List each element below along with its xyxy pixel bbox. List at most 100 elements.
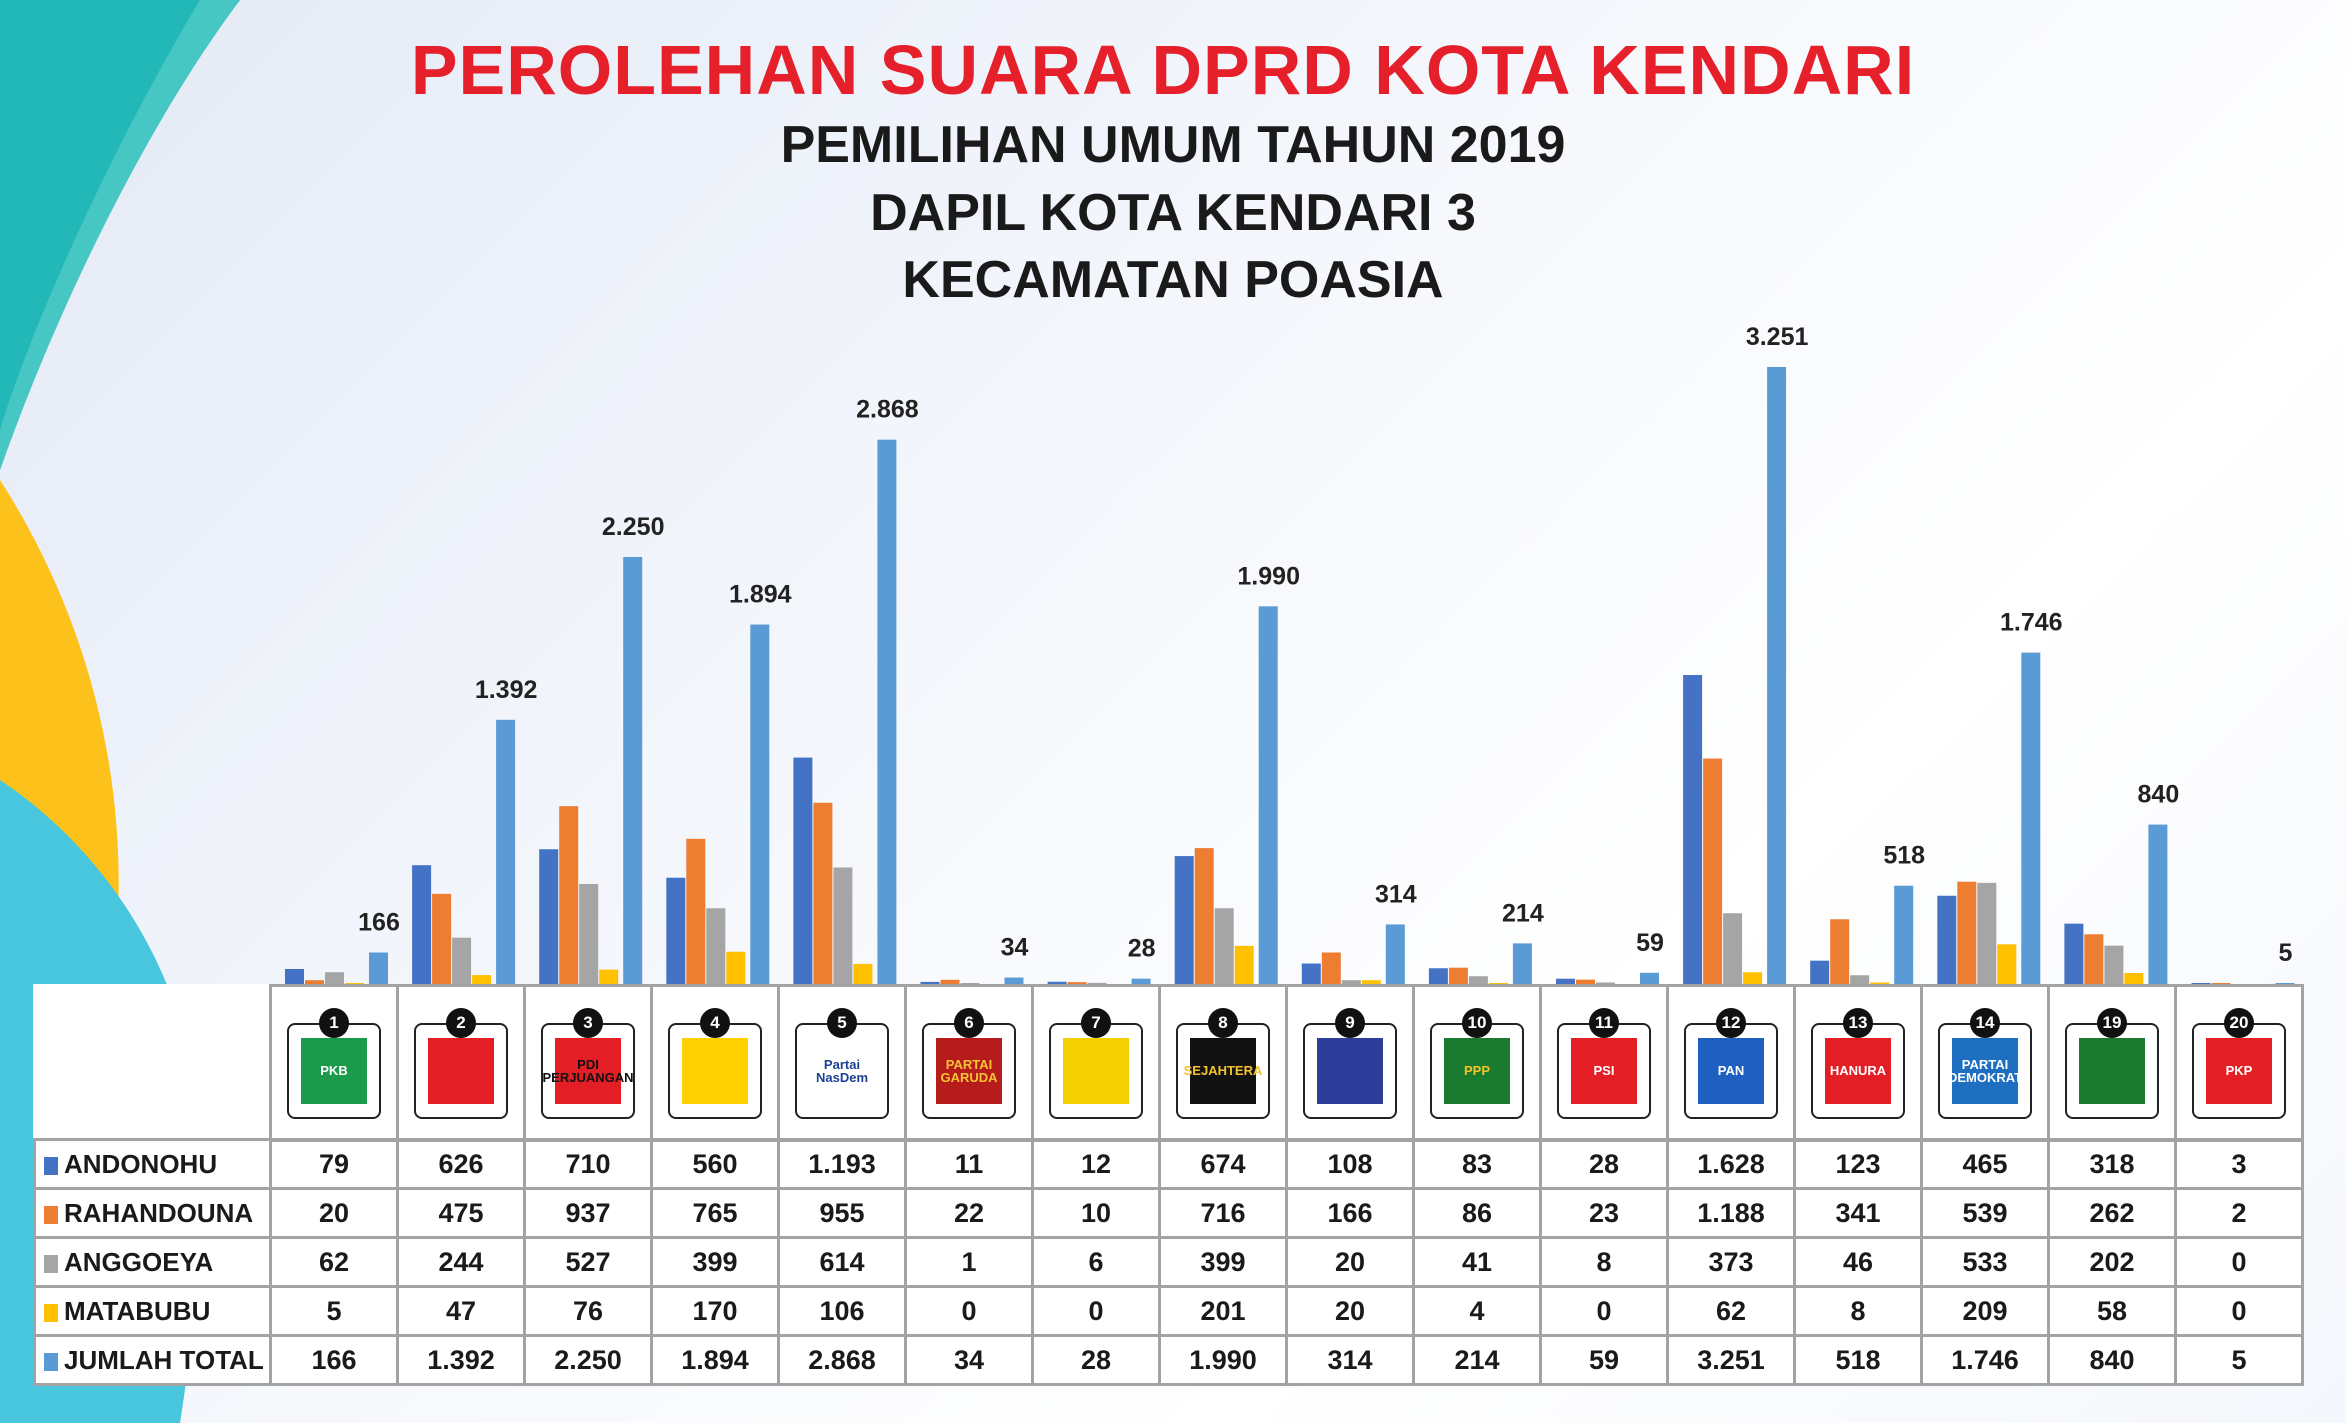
legend-swatch bbox=[44, 1303, 58, 1322]
party-card: 3 PDI PERJUANGAN bbox=[541, 1008, 635, 1120]
bar-jumlah-total bbox=[2021, 652, 2041, 984]
party-number: 11 bbox=[1589, 1008, 1619, 1039]
bar-jumlah-total bbox=[496, 719, 516, 984]
party-logo-text: Partai NasDem bbox=[815, 1056, 869, 1086]
total-data-label: 1.392 bbox=[475, 676, 538, 704]
value-cell: 533 bbox=[1920, 1236, 2050, 1288]
legend-swatch bbox=[44, 1205, 58, 1224]
value-cell: 262 bbox=[2047, 1187, 2177, 1239]
table-row: ANGGOEYA 62 244 527 399 614 1 6 399 20 41 8 373 46 533… bbox=[33, 1236, 2304, 1288]
bar-rahandouna bbox=[1448, 967, 1468, 984]
bar-anggoeya bbox=[1468, 976, 1488, 984]
value-cell: 0 bbox=[904, 1285, 1034, 1337]
bar-andonohu bbox=[1810, 960, 1830, 984]
value-cell: 527 bbox=[523, 1236, 653, 1288]
bar-anggoeya bbox=[1087, 982, 1107, 984]
value-cell: 373 bbox=[1666, 1236, 1796, 1288]
value-cell: 83 bbox=[1412, 1138, 1542, 1190]
bar-rahandouna bbox=[1576, 979, 1595, 984]
party-logo-cell: 3 PDI PERJUANGAN bbox=[523, 984, 653, 1142]
bar-matabubu bbox=[345, 983, 364, 984]
party-logo: PKB bbox=[301, 1038, 367, 1105]
party-logo: PARTAI DEMOKRAT bbox=[1948, 1038, 2022, 1105]
party-number: 10 bbox=[1462, 1008, 1492, 1039]
party-logo-cell: 13 HANURA bbox=[1793, 984, 1923, 1142]
teal-shape bbox=[0, 0, 240, 470]
bar-andonohu bbox=[2064, 923, 2084, 984]
bar-jumlah-total bbox=[1767, 367, 1787, 984]
party-card: 10 PPP bbox=[1430, 1008, 1524, 1120]
value-cell: 10 bbox=[1031, 1187, 1161, 1239]
value-cell: 79 bbox=[269, 1138, 399, 1190]
party-number: 6 bbox=[954, 1008, 984, 1039]
bar-andonohu bbox=[1047, 981, 1067, 984]
bar-rahandouna bbox=[559, 806, 579, 984]
series-name: RAHANDOUNA bbox=[64, 1197, 254, 1228]
logo-row: 1 PKB 2 3 PDI PERJUANGAN 4 5 Partai NasDem 6 PART… bbox=[34, 984, 2304, 1142]
value-cell: 86 bbox=[1412, 1187, 1542, 1239]
value-cell: 62 bbox=[1666, 1285, 1796, 1337]
value-cell: 47 bbox=[396, 1285, 526, 1337]
value-cell: 2.250 bbox=[523, 1334, 653, 1386]
party-logo: PSI bbox=[1571, 1038, 1637, 1105]
value-cell: 0 bbox=[1539, 1285, 1669, 1337]
party-logo: HANURA bbox=[1825, 1038, 1891, 1105]
bar-andonohu bbox=[285, 969, 304, 984]
value-cell: 560 bbox=[650, 1138, 780, 1190]
bar-anggoeya bbox=[1214, 908, 1234, 984]
value-cell: 318 bbox=[2047, 1138, 2177, 1190]
bar-jumlah-total bbox=[1004, 977, 1024, 984]
bar-anggoeya bbox=[452, 937, 472, 984]
party-logo-text: PKP bbox=[2225, 1063, 2253, 1079]
bar-rahandouna bbox=[940, 979, 960, 984]
bar-andonohu bbox=[2191, 983, 2211, 984]
bar-matabubu bbox=[1488, 983, 1508, 984]
party-logo-cell: 1 PKB bbox=[269, 984, 399, 1142]
value-cell: 1.894 bbox=[650, 1334, 780, 1386]
party-logo-text: PSI bbox=[1593, 1063, 1615, 1079]
value-cell: 5 bbox=[2174, 1334, 2304, 1386]
value-cell: 11 bbox=[904, 1138, 1034, 1190]
bar-rahandouna bbox=[2084, 934, 2104, 984]
value-cell: 0 bbox=[2174, 1236, 2304, 1288]
party-logo: PARTAI GARUDA bbox=[936, 1038, 1002, 1105]
value-cell: 166 bbox=[1285, 1187, 1415, 1239]
party-number: 13 bbox=[1843, 1008, 1873, 1039]
party-number: 9 bbox=[1335, 1008, 1365, 1039]
bar-jumlah-total bbox=[1512, 943, 1532, 984]
bar-rahandouna bbox=[686, 838, 706, 984]
bar-jumlah-total bbox=[877, 439, 897, 984]
value-cell: 106 bbox=[777, 1285, 907, 1337]
total-data-label: 1.990 bbox=[1237, 562, 1300, 590]
value-cell: 46 bbox=[1793, 1236, 1923, 1288]
value-cell: 201 bbox=[1158, 1285, 1288, 1337]
bar-jumlah-total bbox=[1894, 885, 1914, 984]
total-data-label: 5 bbox=[2279, 939, 2293, 967]
party-card: 1 PKB bbox=[287, 1008, 381, 1120]
bar-matabubu bbox=[1870, 982, 1890, 984]
total-data-label: 34 bbox=[1001, 934, 1029, 962]
total-data-label: 28 bbox=[1128, 935, 1156, 963]
bar-jumlah-total bbox=[1640, 972, 1659, 984]
value-cell: 5 bbox=[269, 1285, 399, 1337]
bar-anggoeya bbox=[1723, 913, 1743, 984]
party-number: 1 bbox=[319, 1008, 349, 1039]
value-cell: 710 bbox=[523, 1138, 653, 1190]
value-cell: 59 bbox=[1539, 1334, 1669, 1386]
value-cell: 28 bbox=[1539, 1138, 1669, 1190]
party-logo-cell: 14 PARTAI DEMOKRAT bbox=[1920, 984, 2050, 1142]
bar-andonohu bbox=[1556, 978, 1575, 984]
party-logo-text: PARTAI DEMOKRAT bbox=[1947, 1056, 2023, 1086]
value-cell: 341 bbox=[1793, 1187, 1923, 1239]
party-number: 5 bbox=[827, 1008, 857, 1039]
value-cell: 614 bbox=[777, 1236, 907, 1288]
party-logo-text: HANURA bbox=[1829, 1063, 1887, 1079]
value-cell: 1.746 bbox=[1920, 1334, 2050, 1386]
value-cell: 1.193 bbox=[777, 1138, 907, 1190]
total-data-label: 840 bbox=[2138, 781, 2180, 809]
party-logo-text: PPP bbox=[1463, 1063, 1490, 1079]
value-cell: 0 bbox=[1031, 1285, 1161, 1337]
value-cell: 62 bbox=[269, 1236, 399, 1288]
series-label-cell: RAHANDOUNA bbox=[33, 1187, 272, 1239]
total-data-label: 2.250 bbox=[602, 513, 665, 541]
